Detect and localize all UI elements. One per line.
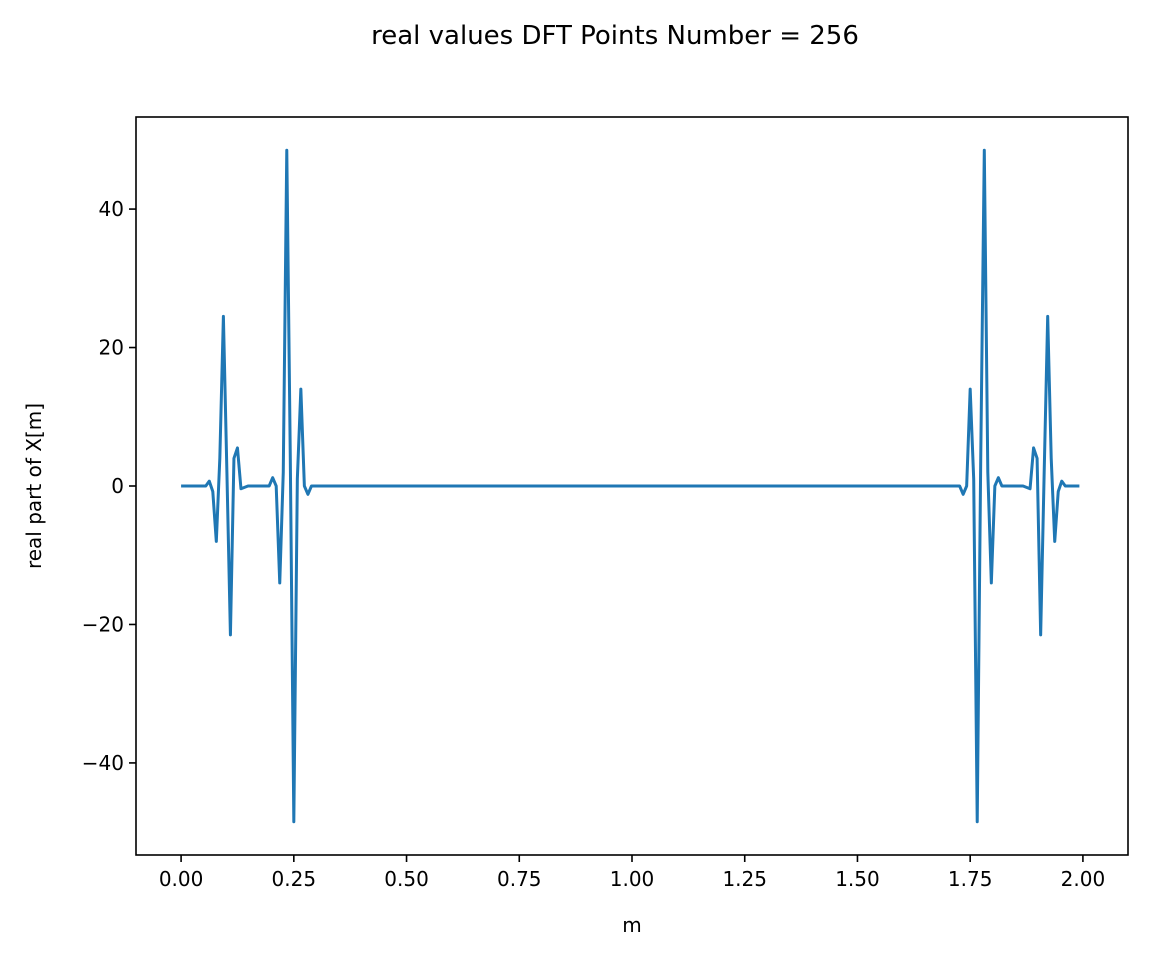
series-line-0 — [181, 148, 1080, 824]
x-tick-label: 0.50 — [384, 867, 429, 891]
x-tick-label: 1.75 — [948, 867, 993, 891]
y-tick-label: −20 — [82, 612, 124, 636]
x-tick-label: 1.25 — [722, 867, 767, 891]
x-axis-ticks: 0.00 0.25 0.50 0.75 1.00 1.25 1.50 1.75 2.00 — [159, 855, 1105, 891]
y-tick-label: 40 — [99, 197, 124, 221]
plot-area — [135, 116, 1129, 856]
y-axis-ticks: −40 −20 0 20 40 — [82, 197, 136, 775]
x-tick-label: 0.75 — [497, 867, 542, 891]
x-axis-label: m — [622, 913, 641, 937]
x-tick-label: 0.25 — [272, 867, 317, 891]
y-tick-label: 20 — [99, 336, 124, 360]
x-tick-label: 1.50 — [835, 867, 880, 891]
y-axis-label: real part of X[m] — [22, 403, 46, 569]
x-tick-label: 0.00 — [159, 867, 204, 891]
y-tick-label: 0 — [111, 474, 124, 498]
chart-title: real values DFT Points Number = 256 — [371, 21, 859, 51]
x-tick-label: 1.00 — [610, 867, 655, 891]
y-tick-label: −40 — [82, 751, 124, 775]
x-tick-label: 2.00 — [1061, 867, 1106, 891]
